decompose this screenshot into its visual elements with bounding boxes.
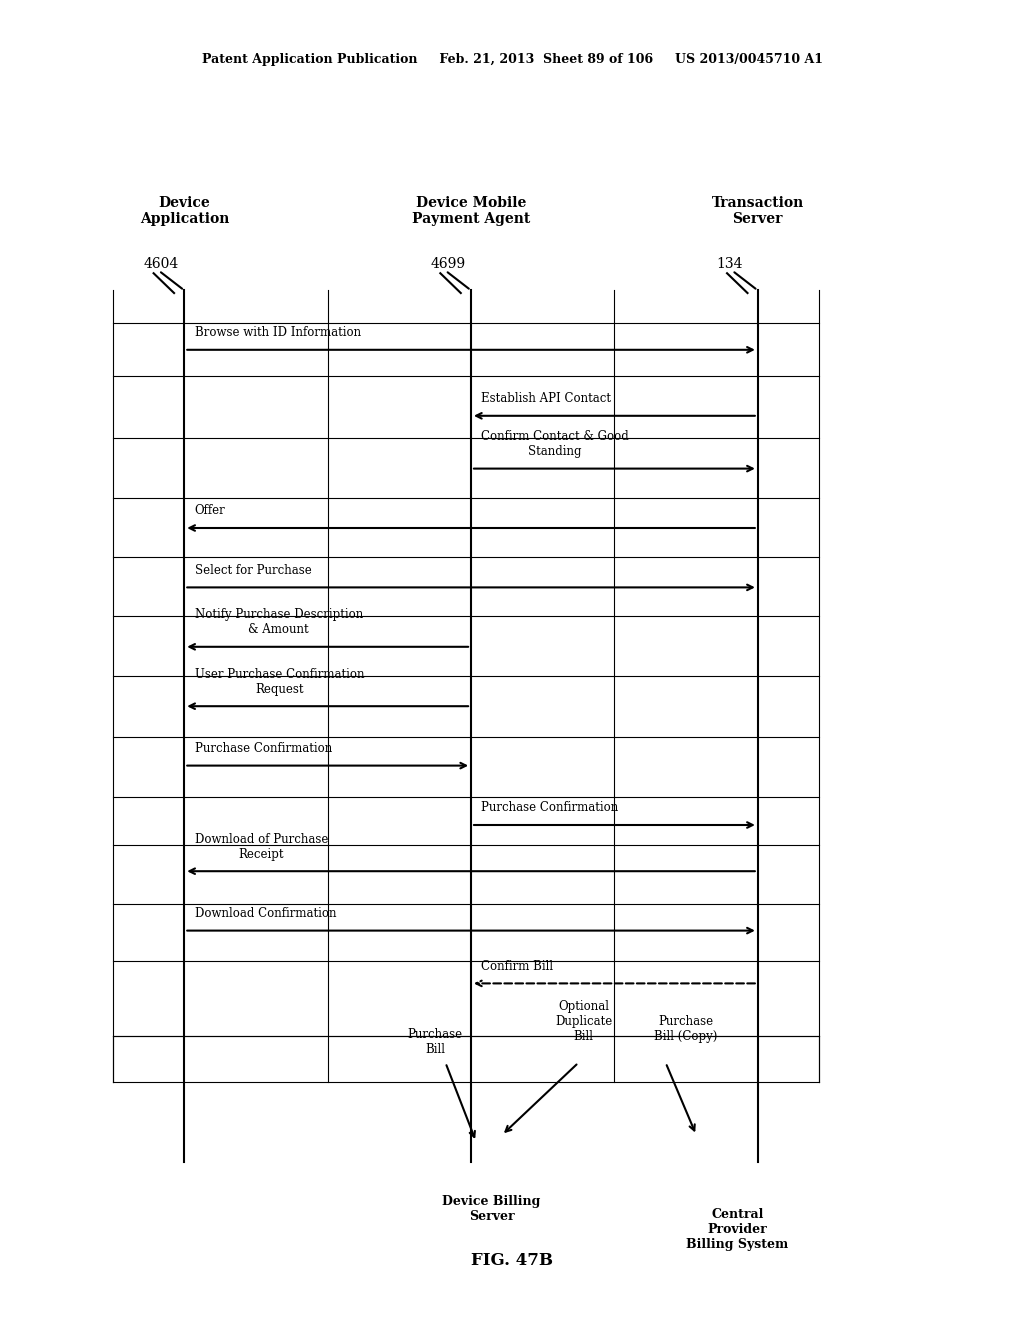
Text: FIG. 47B: FIG. 47B (471, 1253, 553, 1269)
Text: Confirm Bill: Confirm Bill (481, 960, 553, 973)
Text: Confirm Contact & Good
Standing: Confirm Contact & Good Standing (481, 430, 629, 458)
Text: Device
Application: Device Application (139, 197, 229, 226)
Text: Purchase Confirmation: Purchase Confirmation (481, 801, 618, 814)
Text: Select for Purchase: Select for Purchase (195, 564, 311, 577)
Text: Optional
Duplicate
Bill: Optional Duplicate Bill (555, 999, 612, 1043)
Text: Purchase
Bill: Purchase Bill (408, 1028, 463, 1056)
Text: Purchase Confirmation: Purchase Confirmation (195, 742, 332, 755)
Text: Purchase
Bill (Copy): Purchase Bill (Copy) (654, 1015, 718, 1043)
Text: 134: 134 (717, 257, 743, 271)
Text: Device Mobile
Payment Agent: Device Mobile Payment Agent (412, 197, 530, 226)
Text: Notify Purchase Description
& Amount: Notify Purchase Description & Amount (195, 609, 362, 636)
Text: Browse with ID Information: Browse with ID Information (195, 326, 360, 339)
Text: Establish API Contact: Establish API Contact (481, 392, 611, 405)
Text: 4699: 4699 (430, 257, 465, 271)
Text: Download Confirmation: Download Confirmation (195, 907, 336, 920)
Text: 4604: 4604 (143, 257, 178, 271)
Text: Central
Provider
Billing System: Central Provider Billing System (686, 1208, 788, 1251)
Text: Patent Application Publication     Feb. 21, 2013  Sheet 89 of 106     US 2013/00: Patent Application Publication Feb. 21, … (202, 53, 822, 66)
Text: Transaction
Server: Transaction Server (712, 197, 804, 226)
Text: Download of Purchase
Receipt: Download of Purchase Receipt (195, 833, 328, 861)
Text: User Purchase Confirmation
Request: User Purchase Confirmation Request (195, 668, 365, 696)
Text: Offer: Offer (195, 504, 225, 517)
Text: Device Billing
Server: Device Billing Server (442, 1195, 541, 1222)
